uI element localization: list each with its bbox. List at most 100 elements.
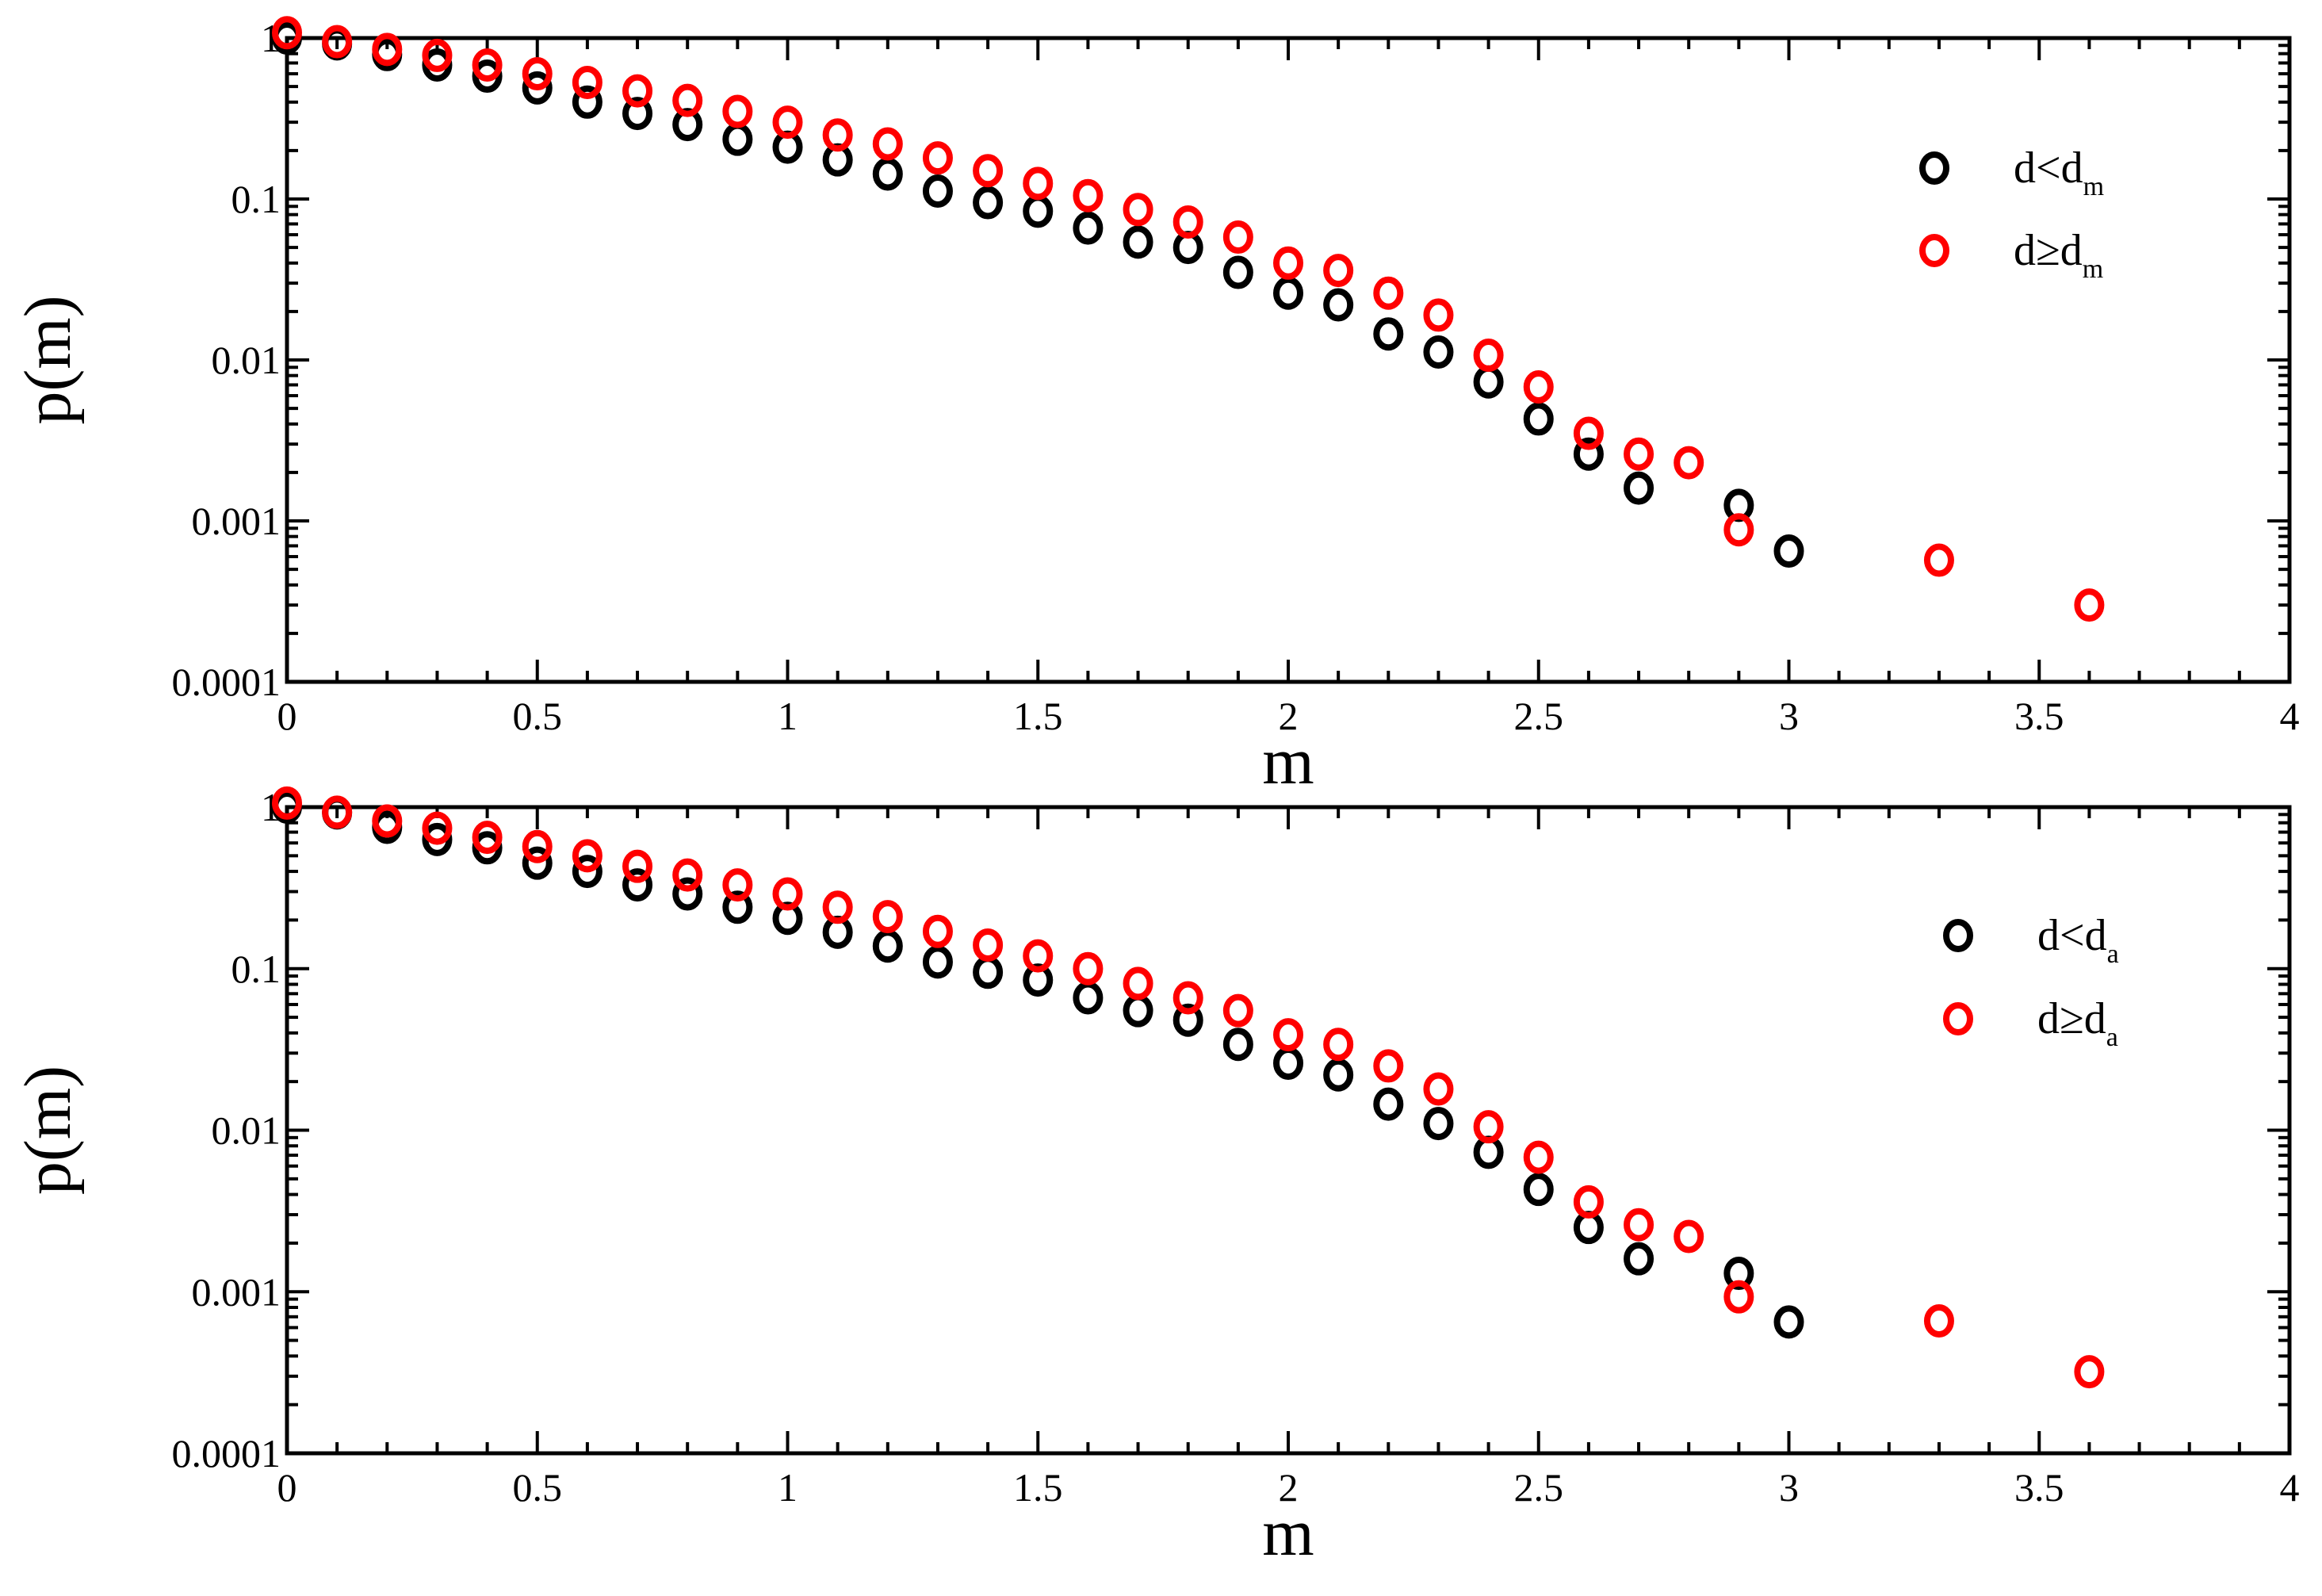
data-point — [1273, 1018, 1303, 1052]
data-point — [1473, 339, 1504, 373]
x-tick-label: 1.5 — [1013, 694, 1063, 738]
data-point — [1073, 211, 1104, 245]
chart-panel-1: 0 0.5 1 1.5 2 2.5 3 3.5 40.00010.0010.010.11mp(m… — [11, 16, 2300, 798]
data-point — [1023, 939, 1054, 973]
data-point — [1573, 437, 1604, 471]
data-point — [1923, 1304, 1954, 1338]
x-axis-ticks — [285, 807, 2291, 1453]
data-point — [472, 821, 503, 855]
data-point — [1023, 166, 1054, 201]
data-point — [572, 65, 602, 99]
data-point — [1273, 246, 1303, 280]
data-point — [572, 855, 602, 889]
data-point — [722, 890, 753, 924]
data-point — [522, 846, 553, 880]
legend-marker — [1943, 919, 1973, 952]
data-point — [922, 945, 953, 979]
data-point — [772, 105, 803, 140]
data-point — [922, 141, 953, 175]
y-tick-label: 0.0001 — [172, 660, 281, 704]
y-axis-ticks — [287, 806, 2289, 1455]
data-point — [1624, 437, 1654, 471]
data-point — [472, 831, 503, 865]
data-point — [522, 57, 553, 91]
y-tick-label: 0.0001 — [172, 1431, 281, 1475]
data-point — [1323, 254, 1354, 288]
data-point — [1222, 993, 1253, 1028]
data-point — [1723, 513, 1754, 547]
data-point — [1323, 288, 1354, 322]
x-tick-label: 4 — [2280, 1465, 2300, 1510]
legend-label: d<dm — [2014, 144, 2104, 201]
data-point — [2074, 1355, 2105, 1389]
data-point — [822, 118, 853, 152]
data-point — [1523, 1173, 1554, 1207]
data-point — [522, 71, 553, 105]
x-tick-label: 1.5 — [1013, 1465, 1063, 1510]
data-point — [672, 83, 703, 117]
data-point — [1723, 1257, 1754, 1291]
data-point — [1723, 1280, 1754, 1314]
data-point — [1423, 298, 1454, 332]
data-point — [272, 16, 302, 50]
data-point — [1624, 1242, 1654, 1276]
data-point — [572, 839, 602, 873]
data-point — [322, 25, 353, 59]
x-tick-label: 4 — [2280, 694, 2300, 738]
legend-label: d<da — [2037, 911, 2119, 969]
data-point — [1273, 276, 1303, 310]
data-point — [1273, 1046, 1303, 1080]
x-tick-label: 3.5 — [2014, 694, 2064, 738]
x-tick-label: 1 — [778, 694, 798, 738]
data-point — [1123, 966, 1153, 1001]
y-tick-label: 0.01 — [212, 338, 281, 382]
data-point — [1773, 534, 1804, 568]
data-point — [472, 59, 503, 94]
data-point — [872, 157, 903, 191]
data-point — [1523, 370, 1554, 404]
y-tick-label: 0.01 — [212, 1108, 281, 1153]
data-point — [1923, 543, 1954, 577]
chart-panel-2: 0 0.5 1 1.5 2 2.5 3 3.5 40.00010.0010.010.11mp(m… — [11, 785, 2300, 1570]
data-point — [1773, 1305, 1804, 1339]
data-point — [572, 85, 602, 119]
data-point — [1523, 1140, 1554, 1174]
data-point — [672, 877, 703, 911]
data-point — [372, 804, 403, 838]
legend-label: d≥da — [2037, 994, 2118, 1052]
plot-frame — [285, 805, 2292, 1456]
x-axis-title: m — [1262, 725, 1314, 798]
x-tick-label: 0.5 — [513, 1465, 563, 1510]
data-point — [422, 822, 453, 856]
data-point — [1523, 402, 1554, 436]
series-1 — [272, 790, 1804, 1339]
data-point — [1123, 193, 1153, 227]
data-point — [472, 48, 503, 82]
plot-frame — [285, 36, 2292, 684]
data-point — [1373, 1087, 1404, 1121]
data-point — [922, 174, 953, 209]
data-point — [1172, 1003, 1203, 1037]
data-point — [1573, 416, 1604, 450]
x-tick-label: 3 — [1779, 1465, 1799, 1510]
data-point — [922, 914, 953, 948]
data-point — [1222, 220, 1253, 255]
x-axis-ticks — [285, 38, 2291, 682]
data-point — [622, 74, 653, 108]
x-tick-label: 2.5 — [1514, 694, 1564, 738]
data-point — [422, 811, 453, 845]
data-point — [1373, 276, 1404, 310]
x-tick-label: 0.5 — [513, 694, 563, 738]
x-tick-label: 2 — [1279, 1465, 1299, 1510]
legend-marker — [1919, 151, 1949, 185]
data-point — [1323, 1058, 1354, 1092]
data-point — [1674, 1219, 1704, 1253]
data-point — [822, 890, 853, 924]
data-point — [1073, 951, 1104, 986]
data-point — [1123, 993, 1153, 1028]
legend: d<dm d≥dm — [1919, 144, 2104, 284]
data-point — [322, 795, 353, 829]
y-tick-label: 0.1 — [231, 947, 281, 991]
data-point — [772, 877, 803, 911]
